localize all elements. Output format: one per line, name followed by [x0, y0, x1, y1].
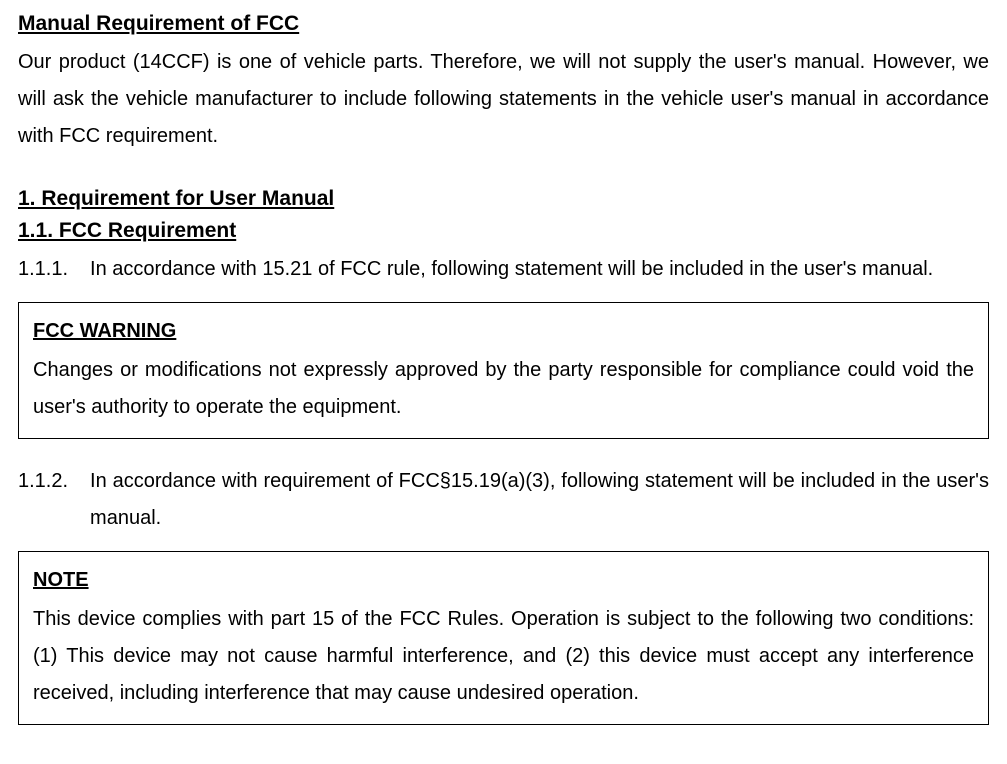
note-body: This device complies with part 15 of the…	[33, 601, 974, 712]
note-heading: FCC WARNING	[33, 313, 974, 350]
fcc-warning-box: FCC WARNING Changes or modifications not…	[18, 302, 989, 439]
document-title: Manual Requirement of FCC	[18, 12, 989, 36]
item-text: In accordance with requirement of FCC§15…	[90, 463, 989, 537]
item-text: In accordance with 15.21 of FCC rule, fo…	[90, 251, 989, 288]
item-1-1-1: 1.1.1. In accordance with 15.21 of FCC r…	[18, 251, 989, 288]
intro-paragraph: Our product (14CCF) is one of vehicle pa…	[18, 44, 989, 155]
item-number: 1.1.1.	[18, 251, 90, 288]
section-1-heading: 1. Requirement for User Manual	[18, 187, 989, 211]
item-number: 1.1.2.	[18, 463, 90, 537]
item-1-1-2: 1.1.2. In accordance with requirement of…	[18, 463, 989, 537]
note-box: NOTE This device complies with part 15 o…	[18, 551, 989, 725]
subsection-1-1-heading: 1.1. FCC Requirement	[18, 219, 989, 243]
note-heading: NOTE	[33, 562, 974, 599]
note-body: Changes or modifications not expressly a…	[33, 352, 974, 426]
